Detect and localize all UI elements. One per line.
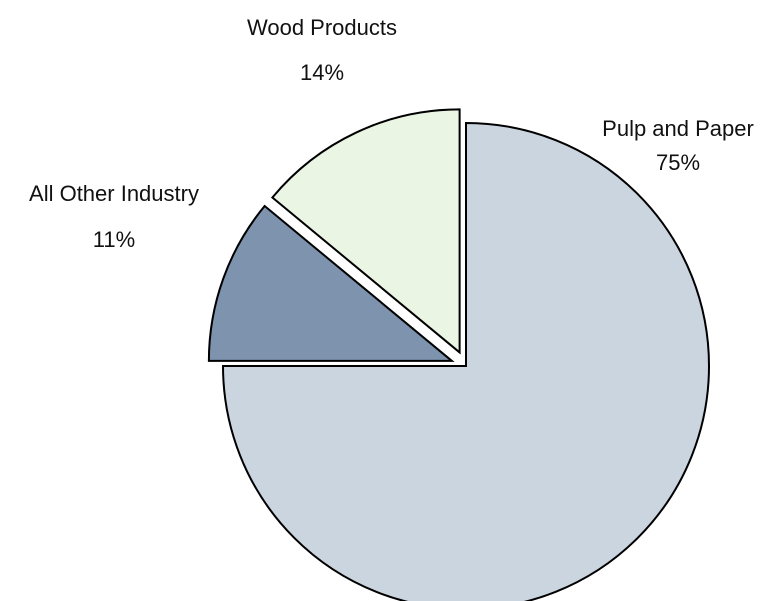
pie-slice-all-other-industry <box>207 204 455 362</box>
pie-slice-pulp-and-paper <box>221 121 710 601</box>
pie-slice-wood-products <box>270 108 461 355</box>
slice-value-pulp-and-paper: 75% <box>656 150 700 175</box>
pie-labels: Pulp and Paper 75% All Other Industry 11% Wo… <box>29 15 754 252</box>
slice-value-wood-products: 14% <box>300 60 344 85</box>
slice-label-pulp-and-paper: Pulp and Paper <box>602 116 754 141</box>
slice-label-wood-products: Wood Products <box>247 15 397 40</box>
pie-slices <box>207 108 710 601</box>
slice-value-all-other-industry: 11% <box>93 227 135 252</box>
slice-label-all-other-industry: All Other Industry <box>29 181 199 206</box>
